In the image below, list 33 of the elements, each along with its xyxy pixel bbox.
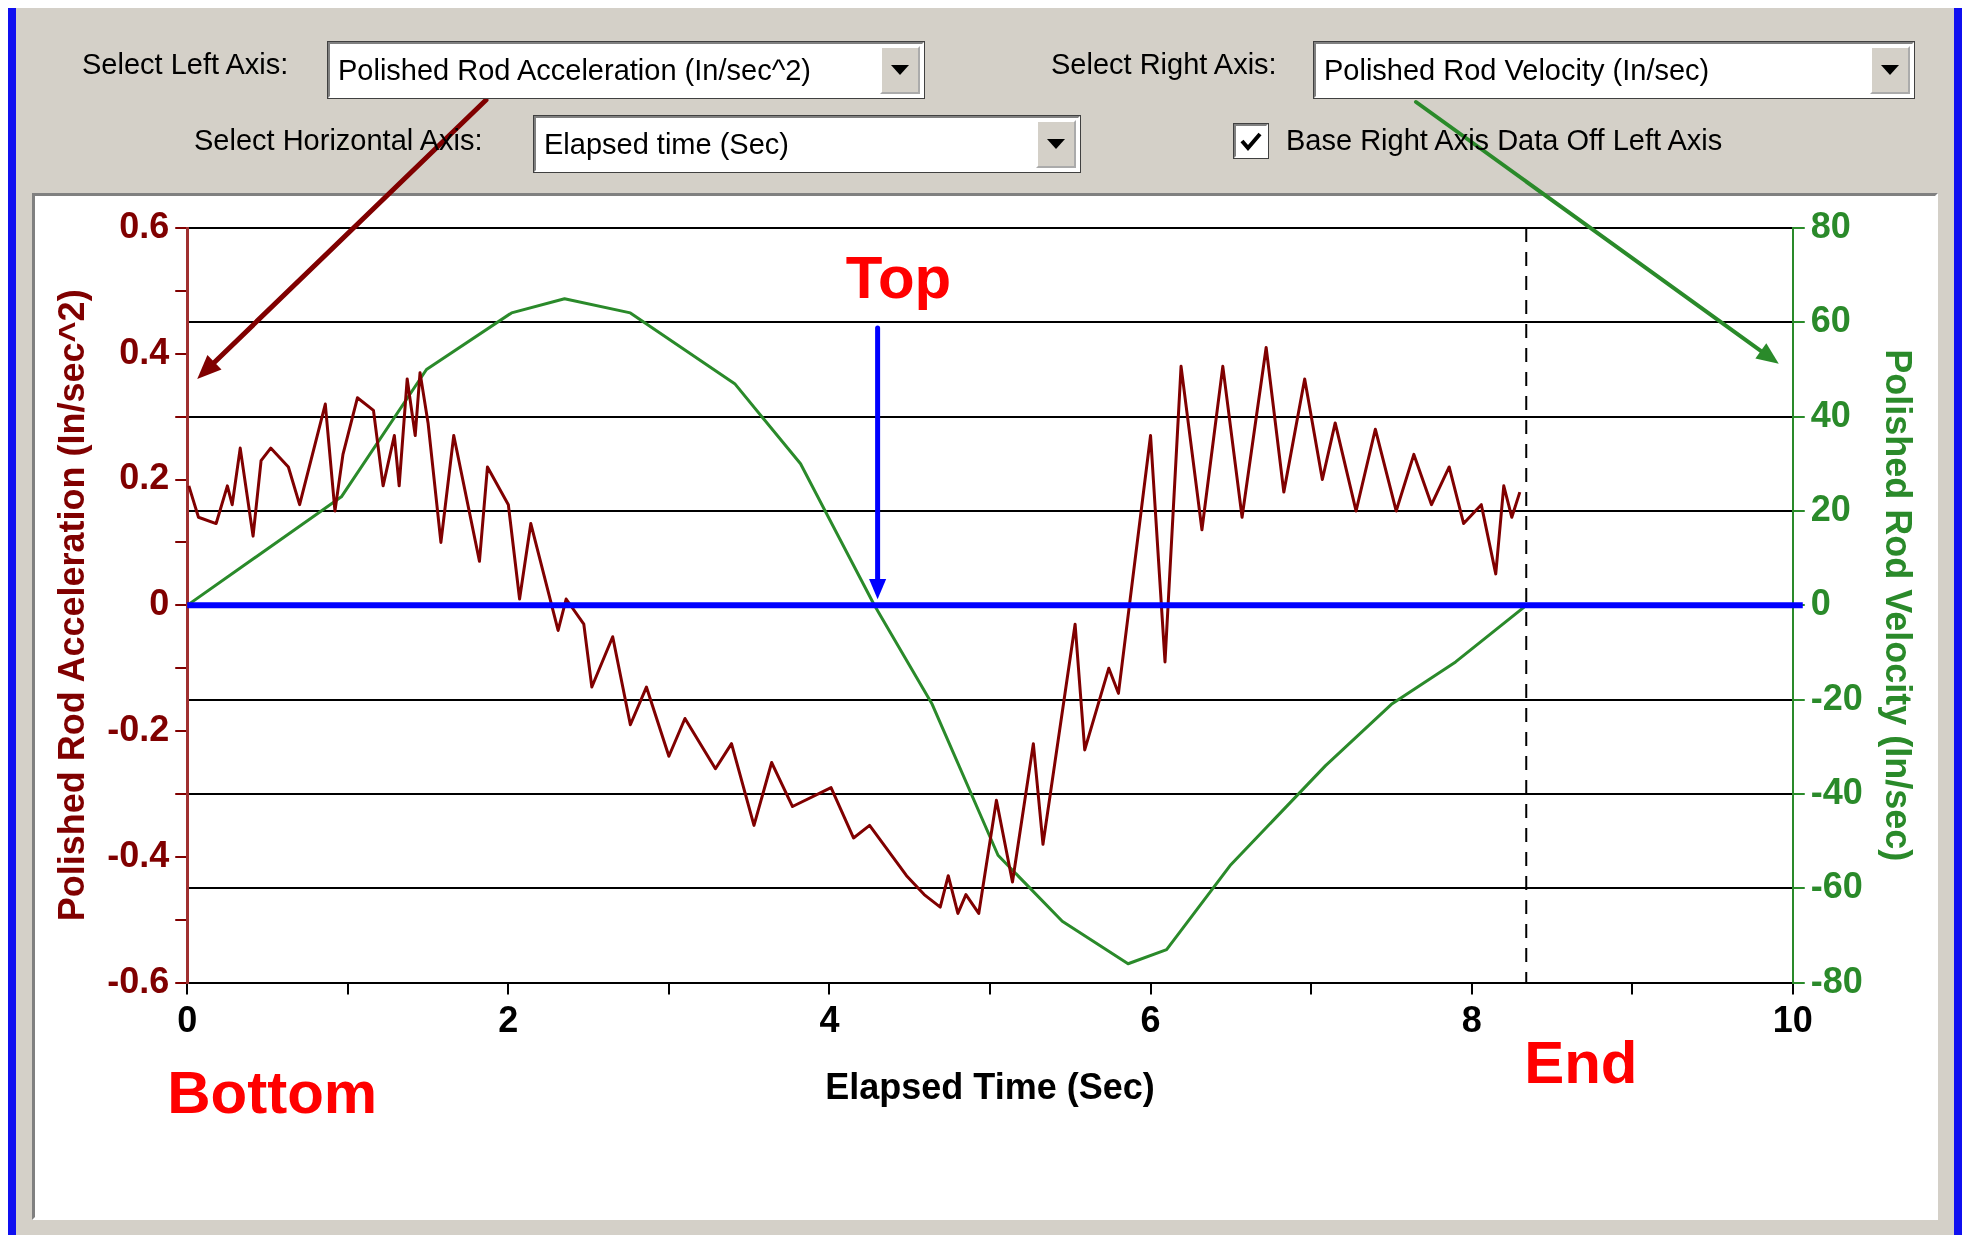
y2-tick-label: 60 (1810, 299, 1851, 341)
x-tick-label: 8 (1461, 999, 1482, 1041)
dropdown: Polished Rod Velocity (In/sec) (1314, 42, 1914, 98)
y2-tick-label: 80 (1810, 204, 1851, 246)
x-tick-label: 0 (177, 999, 198, 1041)
dropdown: Polished Rod Acceleration (In/sec^2) (328, 42, 924, 98)
x-tick-label: 10 (1772, 999, 1813, 1041)
y2-axis-title: Polished Rod Velocity (In/sec) (1878, 349, 1920, 862)
y2-tick-label: -20 (1810, 676, 1863, 718)
y2-tick-label: -40 (1810, 770, 1863, 812)
x-tick-label: 6 (1140, 999, 1161, 1041)
y2-tick-label: 40 (1810, 393, 1851, 435)
y-tick-label: 0 (149, 582, 170, 624)
y2-tick-label: 20 (1810, 487, 1851, 529)
x-axis-title: Elapsed Time (Sec) (825, 1066, 1155, 1108)
y-tick-label: -0.4 (107, 833, 170, 875)
y-tick-label: -0.2 (107, 707, 170, 749)
annotation: Top (845, 244, 952, 311)
text: Bottom (167, 1058, 378, 1126)
text: End (1524, 1028, 1638, 1096)
text: Select Left Axis: (82, 48, 289, 81)
y2-tick-label: -60 (1810, 865, 1863, 907)
dropdown: Elapsed time (Sec) (534, 116, 1080, 172)
y-tick-label: 0.2 (119, 456, 170, 498)
y2-tick-label: -80 (1810, 959, 1863, 1001)
y-tick-label: 0.6 (119, 204, 170, 246)
x-tick-label: 4 (819, 999, 840, 1041)
y-tick-label: 0.4 (119, 330, 170, 372)
x-tick-label: 2 (498, 999, 519, 1041)
y-axis-title: Polished Rod Acceleration (In/sec^2) (50, 289, 92, 922)
text: Select Right Axis: (1051, 48, 1277, 81)
y-tick-label: -0.6 (107, 959, 170, 1001)
y2-tick-label: 0 (1810, 582, 1831, 624)
